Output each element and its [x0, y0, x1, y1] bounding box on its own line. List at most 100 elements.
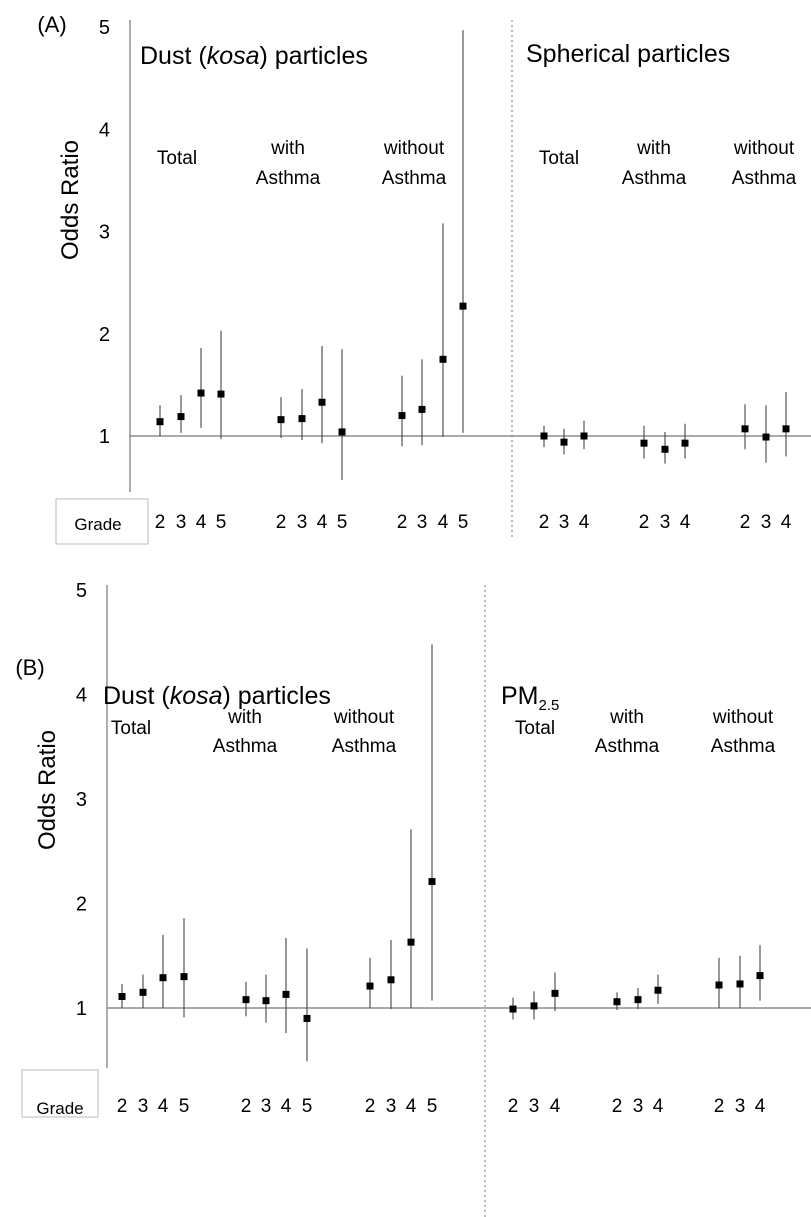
or-point	[387, 976, 395, 984]
grade-label: Grade	[74, 515, 121, 534]
group-label: Asthma	[711, 736, 776, 757]
grade-tick-label: 4	[653, 1096, 664, 1117]
panel-label: (B)	[15, 655, 44, 680]
or-point	[177, 413, 185, 421]
grade-tick-label: 2	[714, 1096, 725, 1117]
or-point	[540, 432, 548, 440]
grade-tick-label: 5	[427, 1096, 438, 1117]
or-point	[277, 416, 285, 424]
grade-tick-label: 2	[117, 1096, 128, 1117]
group-label: Total	[539, 148, 579, 169]
grade-tick-label: 3	[735, 1096, 746, 1117]
group-label: with	[636, 138, 671, 159]
or-point	[715, 981, 723, 989]
grade-tick-label: 2	[155, 512, 166, 533]
or-point	[180, 973, 188, 981]
group-label: Asthma	[382, 168, 447, 189]
grade-tick-label: 3	[417, 512, 428, 533]
group-label: Asthma	[213, 736, 278, 757]
or-point	[197, 389, 205, 397]
grade-tick-label: 4	[317, 512, 328, 533]
grade-tick-label: 3	[761, 512, 772, 533]
grade-tick-label: 4	[680, 512, 691, 533]
grade-tick-label: 2	[612, 1096, 623, 1117]
grade-tick-label: 3	[261, 1096, 272, 1117]
or-point	[613, 998, 621, 1006]
or-point	[509, 1005, 517, 1013]
or-point	[338, 428, 346, 436]
group-label: Total	[515, 718, 555, 739]
or-point	[398, 412, 406, 420]
grade-tick-label: 3	[297, 512, 308, 533]
or-point	[217, 390, 225, 398]
grade-tick-label: 4	[781, 512, 792, 533]
or-point	[407, 938, 415, 946]
or-point	[560, 438, 568, 446]
grade-tick-label: 5	[458, 512, 469, 533]
y-tick-label: 1	[99, 426, 110, 448]
grade-tick-label: 5	[216, 512, 227, 533]
grade-tick-label: 4	[550, 1096, 561, 1117]
y-tick-label: 1	[76, 998, 87, 1020]
or-point	[298, 415, 306, 423]
grade-tick-label: 3	[633, 1096, 644, 1117]
group-label: Asthma	[595, 736, 660, 757]
y-axis-label: Odds Ratio	[57, 140, 84, 260]
grade-tick-label: 3	[559, 512, 570, 533]
group-label: Total	[157, 148, 197, 169]
grade-tick-label: 5	[179, 1096, 190, 1117]
group-label: Asthma	[256, 168, 321, 189]
y-tick-label: 3	[99, 222, 110, 244]
or-point	[156, 418, 164, 426]
or-point	[736, 980, 744, 988]
or-point	[681, 439, 689, 447]
grade-tick-label: 5	[302, 1096, 313, 1117]
grade-label: Grade	[36, 1099, 83, 1118]
or-point	[418, 405, 426, 413]
or-point	[118, 993, 126, 1001]
group-label: without	[733, 138, 795, 159]
section-title: Dust (kosa) particles	[103, 682, 331, 710]
grade-tick-label: 4	[158, 1096, 169, 1117]
or-point	[303, 1014, 311, 1022]
grade-tick-label: 3	[138, 1096, 149, 1117]
or-point	[159, 974, 167, 982]
y-tick-label: 2	[76, 894, 87, 916]
grade-tick-label: 2	[639, 512, 650, 533]
or-point	[551, 989, 559, 997]
grade-tick-label: 2	[539, 512, 550, 533]
grade-tick-label: 3	[386, 1096, 397, 1117]
group-label: with	[270, 138, 305, 159]
y-tick-label: 5	[76, 580, 87, 602]
or-point	[756, 972, 764, 980]
or-point	[282, 990, 290, 998]
grade-tick-label: 2	[508, 1096, 519, 1117]
or-point	[318, 398, 326, 406]
grade-tick-label: 3	[176, 512, 187, 533]
grade-tick-label: 4	[438, 512, 449, 533]
y-tick-label: 3	[76, 789, 87, 811]
or-point	[640, 439, 648, 447]
grade-tick-label: 4	[406, 1096, 417, 1117]
or-point	[428, 878, 436, 886]
or-point	[661, 445, 669, 453]
section-title: PM2.5	[501, 682, 559, 714]
grade-tick-label: 4	[755, 1096, 766, 1117]
group-label: Asthma	[622, 168, 687, 189]
grade-tick-label: 2	[241, 1096, 252, 1117]
or-point	[459, 302, 467, 310]
grade-tick-label: 3	[529, 1096, 540, 1117]
grade-tick-label: 2	[365, 1096, 376, 1117]
or-point	[580, 432, 588, 440]
grade-tick-label: 2	[740, 512, 751, 533]
grade-tick-label: 3	[660, 512, 671, 533]
grade-tick-label: 4	[196, 512, 207, 533]
panel-label: (A)	[37, 12, 66, 37]
group-label: Asthma	[732, 168, 797, 189]
grade-tick-label: 2	[397, 512, 408, 533]
grade-box	[21, 1069, 99, 1118]
group-label: Asthma	[332, 736, 397, 757]
